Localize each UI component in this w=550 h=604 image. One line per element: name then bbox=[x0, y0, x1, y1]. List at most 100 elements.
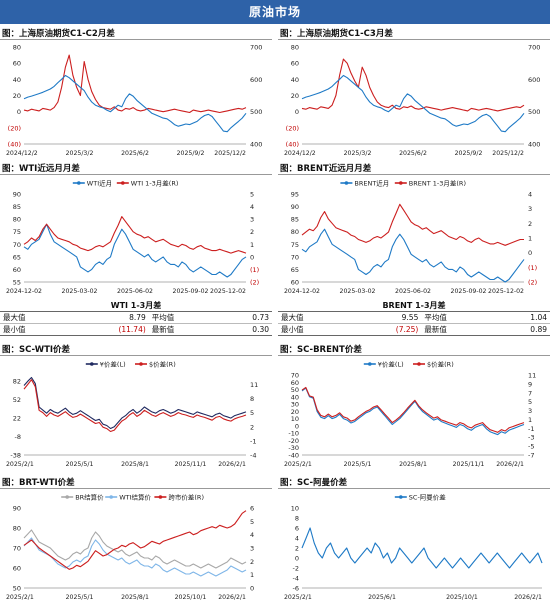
y-tick-label: (20) bbox=[8, 124, 21, 132]
title-rule bbox=[278, 488, 550, 489]
y-tick-label: 20 bbox=[291, 408, 299, 416]
chart-title: 图：SC-阿曼价差 bbox=[280, 478, 348, 488]
y-tick-label: 10 bbox=[291, 505, 299, 513]
legend-label: WTI近月 bbox=[87, 179, 112, 188]
chart-sc-c1-c3: (40) (20) 0 20 40 60 80 400 500 600 700 2024/12/2 20… bbox=[284, 44, 540, 158]
y2-tick-label: (1) bbox=[528, 264, 537, 272]
y2-tick-label: 500 bbox=[528, 108, 540, 116]
legend-label: ¥价差(L) bbox=[378, 360, 404, 369]
x-tick-label: 2025/9/2 bbox=[455, 150, 483, 157]
y2-tick-label: 700 bbox=[528, 44, 540, 52]
latest-label: 最新值 bbox=[148, 323, 218, 336]
x-tick-label: 2026/2/1 bbox=[496, 461, 524, 468]
y-tick-label: -38 bbox=[10, 452, 21, 460]
y-tick-label: 60 bbox=[13, 60, 21, 68]
panel-brt-wti: 图：BRT-WTI价差 50 60 70 80 90 0 1 2 3 4 5 6 2025/2/1 202… bbox=[0, 476, 272, 604]
legend-marker bbox=[344, 181, 349, 185]
y2-tick-label: (2) bbox=[250, 279, 259, 287]
legend-marker bbox=[121, 181, 125, 185]
series-line bbox=[23, 537, 247, 577]
y-tick-label: 80 bbox=[291, 44, 299, 52]
y-tick-label: 52 bbox=[13, 396, 21, 404]
y-tick-label: 85 bbox=[291, 216, 299, 224]
wti-stats-table: WTI 1-3月差 最大值 8.79 平均值 0.73 最小值 (11.74) … bbox=[0, 300, 272, 336]
y-tick-label: 55 bbox=[13, 279, 21, 287]
y-tick-label: -20 bbox=[288, 437, 299, 445]
y-tick-label: 80 bbox=[291, 228, 299, 236]
title-rule bbox=[0, 355, 272, 356]
x-tick-label: 2025/5/1 bbox=[344, 461, 372, 468]
latest-value: 0.89 bbox=[492, 323, 550, 336]
x-tick-label: 2025/6/2 bbox=[121, 150, 149, 157]
legend-item: BR结算价 bbox=[61, 493, 104, 502]
mean-label: 平均值 bbox=[148, 311, 218, 324]
min-value: (11.74) bbox=[68, 323, 149, 336]
x-tick-label: 2024-12-02 bbox=[284, 288, 320, 295]
x-tick-label: 2025/8/1 bbox=[121, 594, 149, 601]
x-tick-label: 2026/2/1 bbox=[218, 461, 246, 468]
series-line bbox=[23, 223, 247, 278]
y2-tick-label: -1 bbox=[250, 437, 256, 445]
legend-item: WTI近月 bbox=[72, 179, 112, 188]
chart-title: 图：上海原油期货C1-C3月差 bbox=[280, 29, 393, 39]
legend-marker bbox=[399, 495, 403, 499]
y2-tick-label: 11 bbox=[250, 381, 258, 389]
panel-sc-c1-c3: 图：上海原油期货C1-C3月差 (40) (20) 0 20 40 60 80 400 500 6… bbox=[278, 27, 550, 160]
y2-tick-label: 5 bbox=[250, 518, 254, 526]
y-tick-label: 0 bbox=[17, 108, 21, 116]
legend-marker bbox=[399, 181, 403, 185]
y2-tick-label: 600 bbox=[528, 76, 540, 84]
panel-wti-spread: 图：WTI近远月月差 55 60 65 70 75 80 85 90 (2) (1) 0 1 2 3 4 5 2… bbox=[0, 162, 272, 298]
y2-tick-label: 0 bbox=[250, 585, 254, 593]
chart-title: 图：上海原油期货C1-C2月差 bbox=[2, 29, 115, 39]
y-tick-label: 0 bbox=[295, 555, 299, 563]
y2-tick-label: -3 bbox=[528, 434, 534, 442]
legend-label: 跨市价差(R) bbox=[168, 493, 204, 502]
x-tick-label: 2025/6/1 bbox=[368, 594, 396, 601]
legend-label: $价差(R) bbox=[427, 360, 454, 369]
y2-tick-label: 5 bbox=[250, 409, 254, 417]
y-tick-label: -30 bbox=[288, 444, 299, 452]
x-tick-label: 2025/12/2 bbox=[492, 150, 524, 157]
y-tick-label: 2 bbox=[295, 545, 299, 553]
wti-stats-title: WTI 1-3月差 bbox=[0, 300, 272, 312]
series-line bbox=[23, 529, 247, 569]
y2-tick-label: (2) bbox=[528, 279, 537, 287]
x-tick-label: 2025/2/1 bbox=[6, 594, 34, 601]
x-tick-label: 2025/5/1 bbox=[66, 461, 94, 468]
mean-label: 平均值 bbox=[421, 311, 493, 324]
legend-label: BRENT 1-3月差(R) bbox=[409, 179, 466, 188]
y-tick-label: 95 bbox=[291, 191, 299, 199]
x-tick-label: 2025/10/1 bbox=[175, 594, 207, 601]
y-tick-label: 4 bbox=[295, 535, 299, 543]
y-tick-label: 8 bbox=[295, 515, 299, 523]
legend-item: ¥价差(L) bbox=[85, 360, 126, 369]
y-tick-label: (20) bbox=[286, 124, 299, 132]
legend-marker bbox=[109, 495, 113, 499]
min-label: 最小值 bbox=[278, 323, 350, 336]
max-value: 8.79 bbox=[68, 311, 149, 324]
y-tick-label: 0 bbox=[295, 422, 299, 430]
series-line bbox=[23, 510, 247, 570]
page-banner: 原油市场 bbox=[0, 0, 550, 24]
y-tick-label: 60 bbox=[291, 279, 299, 287]
series-line bbox=[301, 228, 525, 283]
series-line bbox=[23, 379, 247, 433]
legend-marker bbox=[417, 362, 421, 366]
y2-tick-label: 600 bbox=[250, 76, 262, 84]
legend-item: $价差(R) bbox=[135, 360, 176, 369]
y-tick-label: 75 bbox=[291, 241, 299, 249]
y2-tick-label: 3 bbox=[250, 216, 254, 224]
x-tick-label: 2025-03-02 bbox=[340, 288, 376, 295]
x-tick-label: 2025/10/1 bbox=[446, 594, 478, 601]
y2-tick-label: 1 bbox=[528, 416, 532, 424]
legend-item: SC-阿曼价差 bbox=[394, 493, 446, 502]
series-line bbox=[23, 376, 247, 430]
max-label: 最大值 bbox=[0, 311, 69, 324]
panel-brent-spread: 图：BRENT近远月月差 60 65 70 75 80 85 90 95 (2) (1) 0 1 2 3 4… bbox=[278, 162, 550, 298]
y2-tick-label: 2 bbox=[250, 558, 254, 566]
chart-wti-spread: 55 60 65 70 75 80 85 90 (2) (1) 0 1 2 3 4 5 2024-12-02 20… bbox=[6, 179, 259, 296]
chart-title: 图：BRT-WTI价差 bbox=[2, 478, 75, 488]
y-tick-label: 40 bbox=[291, 76, 299, 84]
y2-tick-label: 4 bbox=[528, 191, 532, 199]
